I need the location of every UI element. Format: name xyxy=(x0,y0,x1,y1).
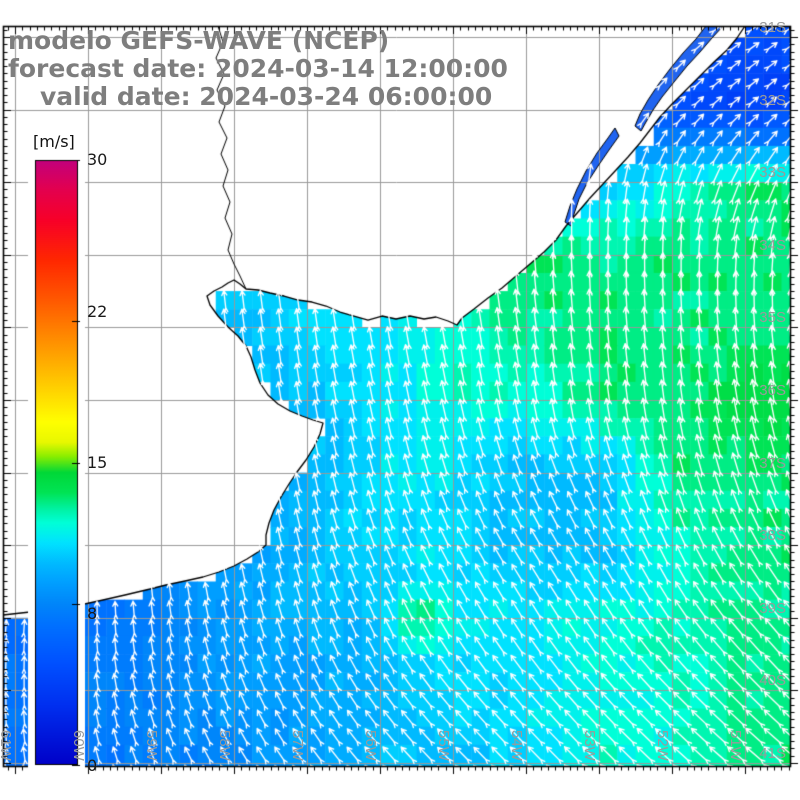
model-title: modelo GEFS-WAVE (NCEP) xyxy=(8,26,390,55)
lon-label-54W: 54W xyxy=(508,730,525,761)
lon-label-55W: 55W xyxy=(435,730,452,761)
lon-label-60W: 60W xyxy=(70,730,87,761)
colorbar-unit-label: [m/s] xyxy=(33,132,75,151)
lon-label-59W: 59W xyxy=(143,730,160,761)
lat-label-37S: 37S xyxy=(759,455,786,472)
colorbar-tick-30: 30 xyxy=(87,150,108,169)
lat-label-32S: 32S xyxy=(759,92,786,109)
lon-label-58W: 58W xyxy=(216,730,233,761)
lon-label-56W: 56W xyxy=(362,730,379,761)
valid-date-line: valid date: 2024-03-24 06:00:00 xyxy=(40,82,493,111)
lat-label-40S: 40S xyxy=(759,672,786,689)
lon-label-61W: 61W xyxy=(0,730,14,761)
forecast-date-line: forecast date: 2024-03-14 12:00:00 xyxy=(8,54,508,83)
colorbar-tick-22: 22 xyxy=(87,302,108,321)
lat-label-41S: 41S xyxy=(759,745,786,762)
lon-label-57W: 57W xyxy=(289,730,306,761)
lat-label-36S: 36S xyxy=(759,382,786,399)
colorbar-tick-8: 8 xyxy=(87,604,98,623)
lon-label-51W: 51W xyxy=(727,730,744,761)
colorbar-tick-15: 15 xyxy=(87,453,108,472)
lat-label-31S: 31S xyxy=(759,19,786,36)
lat-label-34S: 34S xyxy=(759,237,786,254)
colorbar-tick-0: 0 xyxy=(87,756,98,775)
lon-label-52W: 52W xyxy=(654,730,671,761)
lat-label-33S: 33S xyxy=(759,164,786,181)
lon-label-53W: 53W xyxy=(581,730,598,761)
lat-label-38S: 38S xyxy=(759,527,786,544)
lat-label-35S: 35S xyxy=(759,309,786,326)
lat-label-39S: 39S xyxy=(759,600,786,617)
